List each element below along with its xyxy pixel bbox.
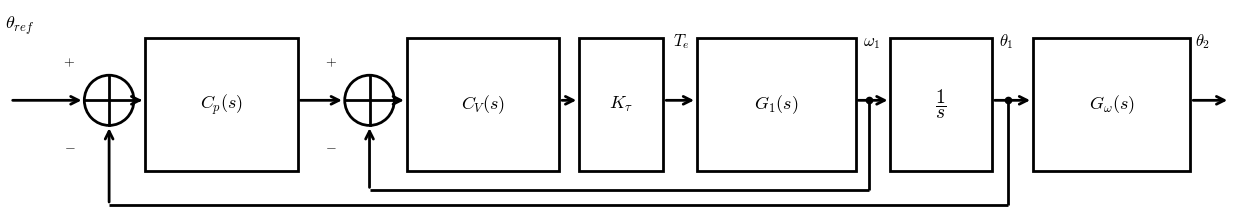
FancyBboxPatch shape — [145, 38, 298, 171]
Text: $\dfrac{1}{s}$: $\dfrac{1}{s}$ — [935, 88, 947, 121]
FancyBboxPatch shape — [697, 38, 856, 171]
Text: $+$: $+$ — [63, 56, 76, 70]
Text: $+$: $+$ — [325, 56, 337, 70]
Text: $C_p(s)$: $C_p(s)$ — [200, 92, 243, 117]
Text: $-$: $-$ — [63, 139, 76, 153]
Text: $\theta_{ref}$: $\theta_{ref}$ — [5, 15, 33, 37]
Text: $-$: $-$ — [325, 139, 337, 153]
Text: $\omega_1$: $\omega_1$ — [863, 34, 880, 51]
Text: $\theta_1$: $\theta_1$ — [999, 32, 1014, 51]
Ellipse shape — [84, 75, 134, 125]
Ellipse shape — [345, 75, 394, 125]
FancyBboxPatch shape — [1033, 38, 1190, 171]
FancyBboxPatch shape — [579, 38, 663, 171]
Text: $T_e$: $T_e$ — [673, 32, 691, 51]
Text: $K_{\tau}$: $K_{\tau}$ — [609, 95, 634, 114]
Text: $\theta_2$: $\theta_2$ — [1195, 32, 1210, 51]
Text: $G_{\omega}(s)$: $G_{\omega}(s)$ — [1089, 93, 1135, 116]
FancyBboxPatch shape — [407, 38, 559, 171]
Text: $C_V(s)$: $C_V(s)$ — [461, 93, 505, 116]
FancyBboxPatch shape — [890, 38, 992, 171]
Text: $G_1(s)$: $G_1(s)$ — [754, 93, 799, 116]
